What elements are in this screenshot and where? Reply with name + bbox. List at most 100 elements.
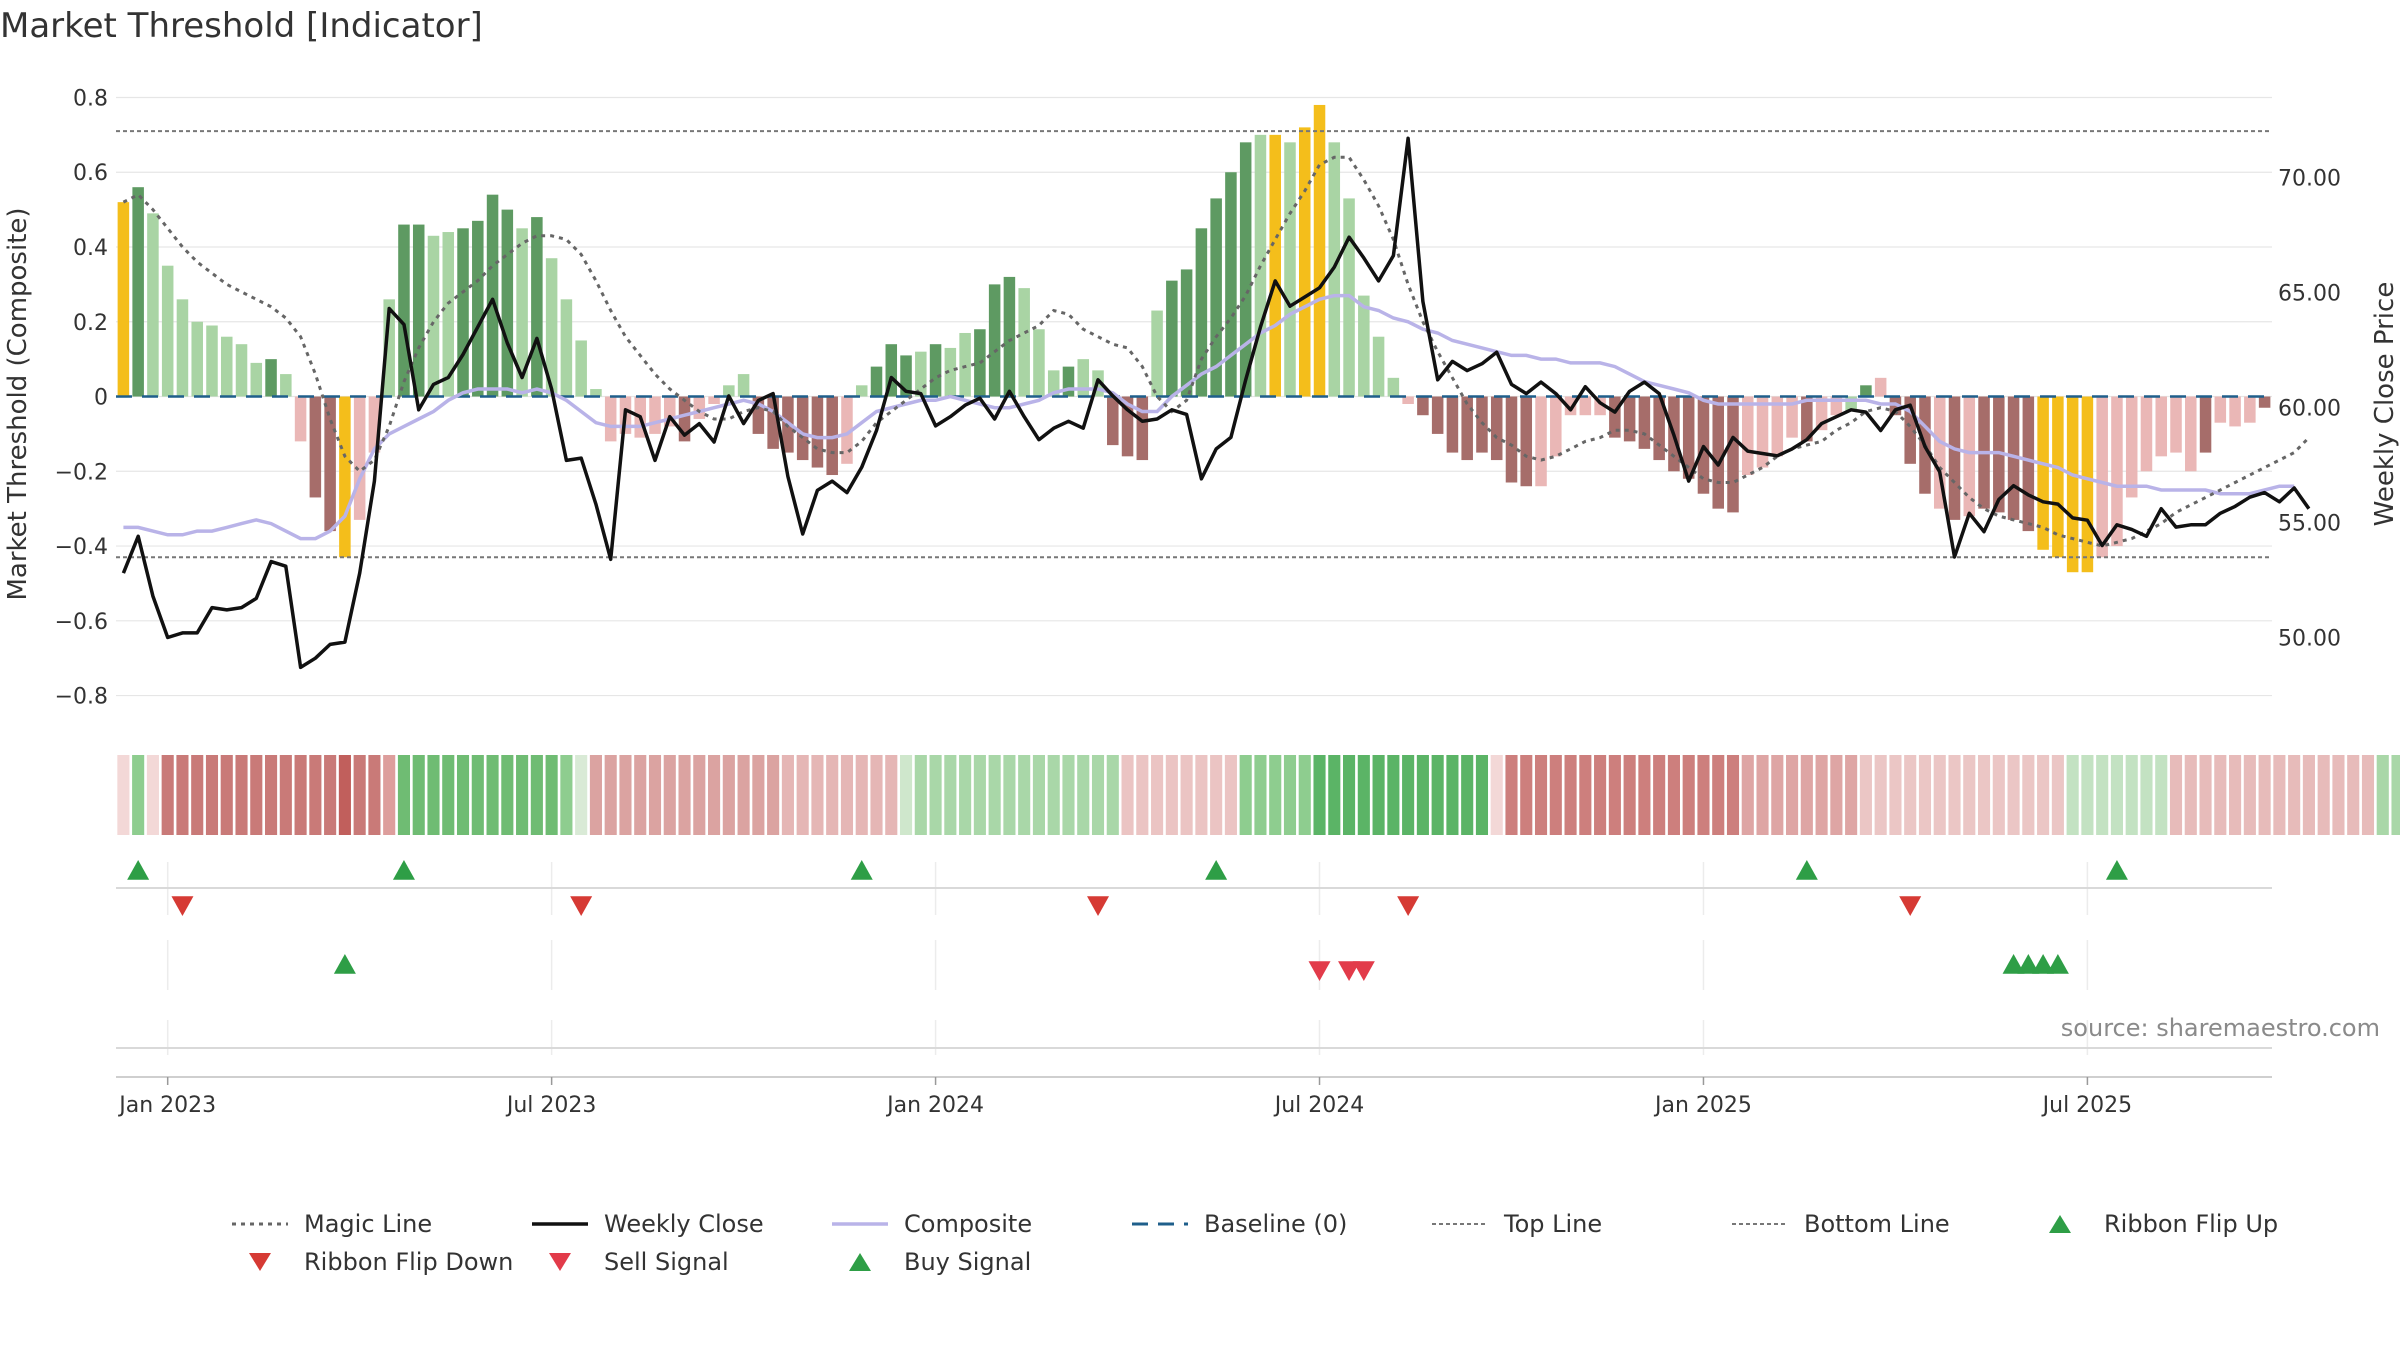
triangle-down-icon: [549, 1253, 571, 1271]
ribbon-cell: [1475, 755, 1489, 835]
sell-signal-marker: [1308, 961, 1331, 981]
composite-bar: [1830, 396, 1843, 416]
composite-bar: [1727, 396, 1739, 513]
x-tick-label: Jul 2024: [1273, 1093, 1365, 1118]
composite-bar: [590, 389, 602, 397]
legend-item: Buy Signal: [830, 1248, 1130, 1276]
ribbon-cell: [2081, 755, 2094, 835]
composite-bar: [1461, 396, 1473, 461]
ribbon-cell: [1195, 755, 1208, 835]
composite-bar: [1003, 276, 1016, 397]
ribbon-cell: [1431, 755, 1444, 835]
composite-bar: [2199, 396, 2212, 453]
ribbon-cell: [1564, 755, 1577, 835]
x-tick-label: Jan 2023: [117, 1093, 216, 1118]
ribbon-cell: [530, 755, 543, 835]
composite-bar: [2185, 396, 2197, 472]
ribbon-cell: [1328, 755, 1341, 835]
ribbon-cell: [516, 755, 529, 835]
ribbon-cell: [2258, 755, 2271, 835]
ribbon-cell: [1534, 755, 1548, 835]
composite-bar: [1166, 280, 1178, 397]
ribbon-cell: [117, 755, 130, 835]
legend-item: Ribbon Flip Down: [230, 1248, 530, 1276]
ribbon-cell: [811, 755, 824, 835]
composite-bar: [1047, 370, 1060, 397]
ribbon-cell: [737, 755, 750, 835]
ribbon-cell: [279, 755, 292, 835]
ribbon-cell: [1224, 755, 1237, 835]
composite-bar: [1742, 396, 1754, 476]
composite-bar: [1077, 359, 1090, 397]
legend-row: Ribbon Flip Down Sell Signal Buy Signal: [230, 1243, 2370, 1281]
ribbon-cell: [708, 755, 721, 835]
ribbon-cell: [589, 755, 602, 835]
composite-bar: [1860, 385, 1872, 397]
ribbon-cell: [456, 755, 470, 835]
composite-bar: [1107, 396, 1119, 446]
composite-bar: [944, 347, 957, 397]
magic-line: [122, 155, 2310, 548]
composite-bar: [1431, 396, 1444, 434]
ribbon-cell: [397, 755, 411, 835]
y2-tick-label: 60.00: [2278, 396, 2341, 421]
ribbon-cell: [2302, 755, 2315, 835]
composite-bar: [383, 299, 395, 397]
ribbon-flip-up-marker: [2105, 860, 2128, 880]
ribbon-cell: [1992, 755, 2005, 835]
ribbon-cell: [2347, 755, 2360, 835]
ribbon-cell: [1003, 755, 1016, 835]
ribbon-cell: [368, 755, 381, 835]
composite-bar: [398, 224, 410, 397]
y-tick-label: 0.2: [73, 311, 108, 336]
legend-row: Magic Line Weekly Close Composite Baseline …: [230, 1205, 2370, 1243]
composite-bar: [915, 351, 927, 397]
composite-bar: [1446, 396, 1459, 453]
composite-bar: [1963, 396, 1976, 517]
composite-bar: [2214, 396, 2227, 423]
y2-axis-title: Weekly Close Price: [2370, 282, 2400, 527]
ribbon-cell: [1682, 755, 1695, 835]
ribbon-cell: [826, 755, 839, 835]
composite-bar: [1904, 396, 1916, 464]
ribbon-cell: [840, 755, 854, 835]
composite-bar: [1653, 396, 1665, 461]
composite-bar: [811, 396, 824, 468]
ribbon-cell: [412, 755, 425, 835]
ribbon-cell: [191, 755, 204, 835]
ribbon-flip-up-marker: [392, 860, 415, 880]
ribbon-cell: [914, 755, 927, 835]
chart-title: Market Threshold [Indicator]: [0, 6, 483, 46]
ribbon-cell: [1239, 755, 1252, 835]
ribbon-cell: [1077, 755, 1090, 835]
composite-bar: [752, 396, 765, 434]
ribbon-cell: [309, 755, 322, 835]
y-tick-label: −0.2: [55, 460, 108, 485]
ribbon-cell: [1490, 755, 1503, 835]
composite-bar: [841, 396, 853, 464]
ribbon-cell: [1416, 755, 1429, 835]
ribbon-cell: [1520, 755, 1533, 835]
ribbon-flip-down-marker: [1899, 896, 1922, 916]
ribbon-cell: [2288, 755, 2301, 835]
composite-bar: [2155, 396, 2168, 457]
legend-label: Ribbon Flip Down: [304, 1248, 514, 1276]
legend-line-swatch: [1732, 1223, 1788, 1225]
composite-bar: [678, 396, 691, 442]
ribbon-cell: [2214, 755, 2227, 835]
ribbon-cell: [265, 755, 278, 835]
legend-line-swatch: [532, 1222, 588, 1226]
composite-bar: [885, 344, 898, 397]
ribbon-cell: [353, 755, 366, 835]
ribbon-flip-up-marker: [1205, 860, 1228, 880]
ribbon-cell: [442, 755, 455, 835]
ribbon-cell: [1121, 755, 1134, 835]
composite-bar: [1594, 396, 1606, 416]
y-tick-label: −0.8: [55, 685, 108, 710]
composite-bar: [988, 284, 1001, 397]
composite-bar: [1505, 396, 1518, 483]
ribbon-cell: [220, 755, 233, 835]
legend-item: Bottom Line: [1730, 1210, 2030, 1238]
x-tick-label: Jan 2025: [1653, 1093, 1752, 1118]
x-tick-label: Jan 2024: [885, 1093, 984, 1118]
